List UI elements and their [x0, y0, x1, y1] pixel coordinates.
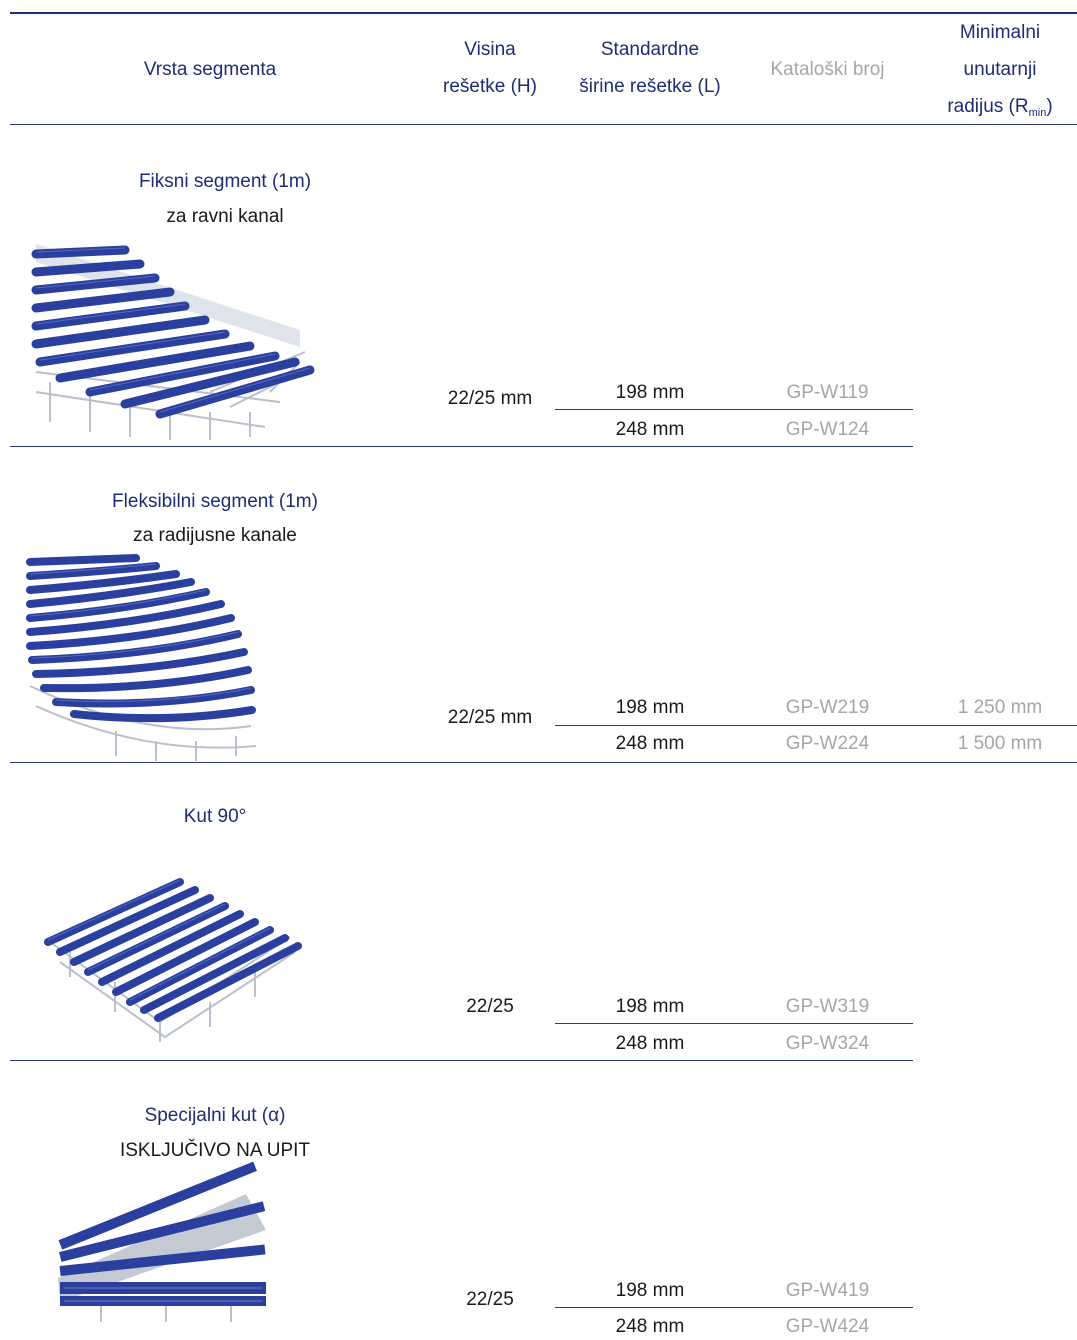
section-3-row-1-catalog: GP-W319: [785, 996, 870, 1017]
section-2-row-2-radius: 1 500 mm: [957, 733, 1043, 754]
straight-grating-image: [31, 244, 315, 440]
section-1-subtitle: za ravni kanal: [166, 206, 284, 227]
header-type: Vrsta segmenta: [60, 51, 360, 88]
header-radius-close: ): [1046, 96, 1053, 117]
section-3-height: 22/25: [466, 996, 514, 1017]
table-top-rule: [10, 12, 1077, 14]
curved-grating-image: [26, 554, 257, 761]
grating-bars: [26, 554, 256, 723]
section-4-title: Specijalni kut (α): [144, 1105, 286, 1126]
header-radius-text: radijus (R: [947, 96, 1029, 117]
section-2-row-1-width: 198 mm: [615, 697, 685, 718]
section-3-bottom-rule: [10, 1060, 555, 1061]
section-1-row-2-width: 248 mm: [615, 419, 685, 440]
header-radius-line2: unutarnji: [963, 59, 1037, 80]
section-3-title: Kut 90°: [183, 806, 247, 827]
header-type-label: Vrsta segmenta: [143, 59, 277, 80]
section-2-row-1-radius: 1 250 mm: [957, 697, 1043, 718]
section-1-row-2-catalog: GP-W124: [785, 419, 870, 440]
header-height-line2: rešetke (H): [443, 76, 537, 97]
section-1-bottom-rule: [10, 446, 555, 447]
grating-bars: [44, 878, 302, 1022]
section-4-row-divider: [555, 1307, 913, 1308]
header-height-line1: Visina: [464, 39, 516, 60]
header-width-line2: širine rešetke (L): [579, 76, 721, 97]
corner-90-grating-image: [44, 878, 302, 1042]
section-2-bottom-rule: [10, 762, 1077, 763]
section-2-height: 22/25 mm: [447, 707, 533, 728]
section-4-row-2-catalog: GP-W424: [785, 1316, 870, 1337]
header-catalog-label: Kataloški broj: [770, 59, 885, 80]
section-1-row-1-width: 198 mm: [615, 382, 685, 403]
section-3-row-2-catalog: GP-W324: [785, 1033, 870, 1054]
header-radius-line1: Minimalni: [959, 22, 1041, 43]
section-4-height: 22/25: [466, 1289, 514, 1310]
section-3-row-divider: [555, 1023, 913, 1024]
section-1-row-1-catalog: GP-W119: [786, 382, 869, 403]
grating-frame: [100, 1305, 232, 1322]
section-2-row-2-catalog: GP-W224: [785, 733, 870, 754]
header-width: Standardne širine rešetke (L): [560, 31, 740, 105]
section-4-row-2-width: 248 mm: [615, 1316, 685, 1337]
header-radius-line3: radijus (Rmin): [925, 88, 1075, 125]
header-width-line1: Standardne: [600, 39, 700, 60]
header-height: Visina rešetke (H): [430, 31, 550, 105]
section-2-title: Fleksibilni segment (1m): [112, 491, 318, 512]
section-2-row-divider: [555, 725, 1077, 726]
section-1-row-divider: [555, 409, 913, 410]
section-3-inner-bottom-rule: [555, 1060, 913, 1061]
grating-bars: [58, 1161, 266, 1306]
special-angle-grating-image: [58, 1161, 266, 1322]
section-1-height: 22/25 mm: [447, 388, 533, 409]
grating-bars: [31, 245, 315, 419]
header-radius: Minimalni unutarnji radijus (Rmin): [925, 14, 1075, 125]
section-1-title: Fiksni segment (1m): [138, 171, 312, 192]
section-2-row-1-catalog: GP-W219: [785, 697, 870, 718]
section-4-row-1-width: 198 mm: [615, 1280, 685, 1301]
section-1-inner-bottom-rule: [555, 446, 913, 447]
section-4-subtitle: ISKLJUČIVO NA UPIT: [119, 1140, 311, 1161]
section-3-row-2-width: 248 mm: [615, 1033, 685, 1054]
header-catalog: Kataloški broj: [745, 51, 910, 88]
section-2-row-2-width: 248 mm: [615, 733, 685, 754]
header-radius-subscript: min: [1028, 107, 1047, 119]
section-2-subtitle: za radijusne kanale: [133, 525, 297, 546]
header-bottom-rule: [10, 124, 1077, 125]
section-3-row-1-width: 198 mm: [615, 996, 685, 1017]
section-4-row-1-catalog: GP-W419: [785, 1280, 870, 1301]
